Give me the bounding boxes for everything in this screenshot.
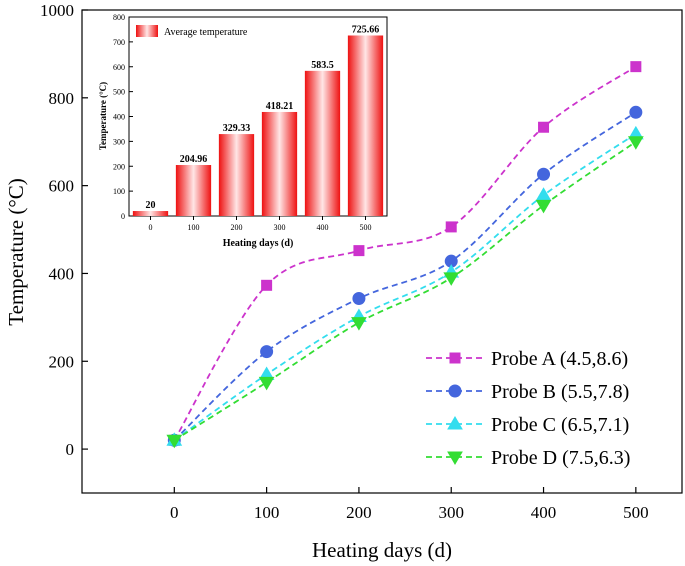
series-4-point — [351, 317, 367, 331]
inset-y-tick-label: 400 — [113, 113, 125, 122]
series-4-point — [535, 199, 552, 214]
inset-x-tick-label: 300 — [274, 223, 286, 232]
inset-x-tick-label: 0 — [149, 223, 153, 232]
inset-bar-value-label: 418.21 — [266, 101, 294, 112]
series-2-point — [260, 345, 274, 359]
main-y-tick-label: 200 — [49, 352, 75, 371]
inset-y-tick-label: 300 — [113, 137, 125, 146]
series-1-point — [538, 121, 550, 133]
inset-bar — [261, 111, 298, 216]
legend-marker-2 — [448, 384, 462, 398]
inset-y-tick-label: 600 — [113, 63, 125, 72]
inset-x-axis-label: Heating days (d) — [223, 238, 294, 249]
legend-label-2: Probe B (5.5,7.8) — [491, 381, 629, 403]
series-4-point — [166, 434, 183, 449]
main-legend: Probe A (4.5,8.6) Probe B (5.5,7.8) Probe … — [426, 348, 630, 469]
main-plot-frame — [81, 9, 683, 494]
series-1-point — [630, 61, 642, 73]
inset-y-tick-label: 100 — [113, 187, 125, 196]
main-x-axis-label: Heating days (d) — [312, 538, 452, 562]
series-1-point — [261, 279, 273, 291]
inset-bar-chart: 0 100 200 300 400 500 600 700 800 0 100 200 300 400 5… — [98, 13, 388, 249]
series-2-point — [352, 291, 366, 305]
inset-y-tick-label: 800 — [113, 13, 125, 22]
main-x-tick-label: 200 — [346, 503, 372, 522]
inset-x-tick-label: 400 — [317, 223, 329, 232]
inset-bar-value-label: 20 — [146, 200, 156, 211]
series-2-point — [537, 167, 551, 181]
main-x-tick-label: 100 — [254, 503, 280, 522]
inset-x-tick-label: 200 — [231, 223, 243, 232]
main-x-tick-label: 0 — [170, 503, 179, 522]
series-line-3 — [173, 133, 637, 442]
legend-label-3: Probe C (6.5,7.1) — [491, 414, 629, 436]
inset-bar-value-label: 583.5 — [311, 60, 334, 71]
inset-x-tick-label: 500 — [360, 223, 372, 232]
main-y-tick-label: 800 — [49, 89, 75, 108]
inset-legend-label: Average temperature — [164, 27, 248, 38]
series-3-point — [535, 187, 552, 201]
inset-y-tick-label: 500 — [113, 88, 125, 97]
legend-label-4: Probe D (7.5,6.3) — [491, 447, 630, 469]
series-line-2 — [173, 111, 637, 441]
main-x-tick-label: 400 — [531, 503, 557, 522]
main-x-tick-label: 500 — [623, 503, 649, 522]
main-y-tick-label: 1000 — [40, 1, 74, 20]
series-4-point — [627, 136, 644, 150]
legend-marker-4 — [447, 451, 463, 465]
inset-y-axis-label: Temperature (°C) — [98, 82, 108, 150]
inset-bar — [218, 134, 255, 216]
inset-legend-swatch — [136, 25, 158, 37]
legend-marker-1 — [449, 352, 461, 364]
inset-bar-value-label: 725.66 — [352, 24, 380, 35]
main-y-axis-label: Temperature (°C) — [4, 178, 28, 325]
inset-y-tick-label: 700 — [113, 38, 125, 47]
main-x-tick-label: 300 — [438, 503, 464, 522]
main-y-tick-label: 400 — [49, 264, 75, 283]
inset-x-tick-label: 100 — [188, 223, 200, 232]
inset-bar — [132, 211, 169, 216]
legend-label-1: Probe A (4.5,8.6) — [491, 348, 628, 370]
series-1-point — [353, 245, 365, 257]
inset-background — [129, 17, 387, 216]
inset-y-tick-label: 200 — [113, 162, 125, 171]
inset-bar — [304, 70, 341, 217]
inset-bar — [347, 35, 384, 216]
legend-marker-3 — [447, 416, 463, 430]
series-4-point — [258, 376, 275, 391]
series-4-point — [443, 272, 460, 286]
main-y-tick-label: 600 — [49, 177, 75, 196]
inset-bar — [175, 165, 212, 216]
inset-bar-value-label: 204.96 — [180, 154, 208, 165]
inset-bar-value-label: 329.33 — [223, 123, 251, 134]
series-line-4 — [173, 140, 637, 442]
series-1-point — [445, 221, 457, 233]
inset-y-tick-label: 0 — [121, 212, 125, 221]
main-y-tick-label: 0 — [66, 440, 75, 459]
series-2-point — [629, 105, 643, 119]
